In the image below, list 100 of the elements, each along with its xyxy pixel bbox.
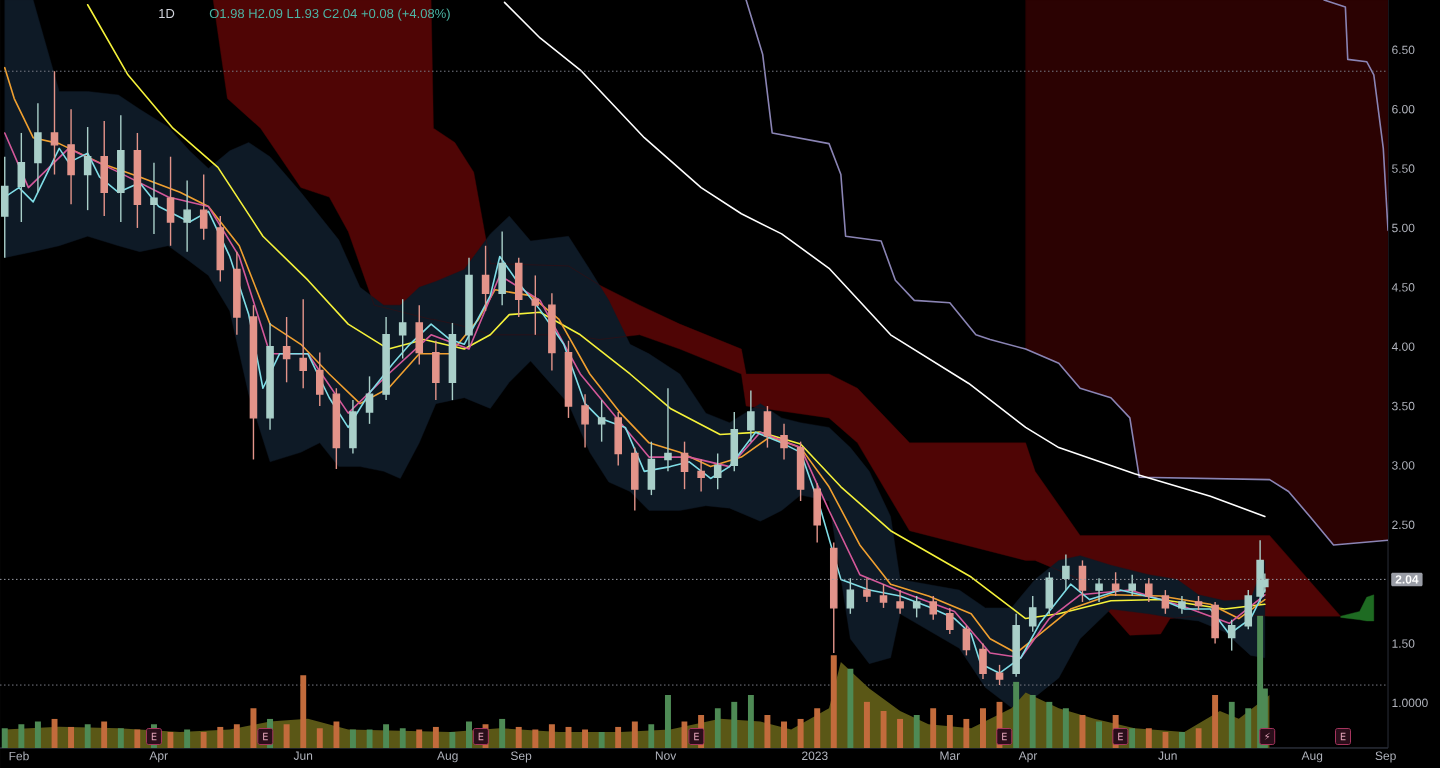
candlestick	[150, 161, 158, 235]
bar	[1195, 728, 1202, 748]
x-tick-label: Apr	[1018, 751, 1038, 763]
candlestick	[780, 423, 788, 461]
bar	[781, 721, 788, 748]
bar	[863, 701, 870, 748]
bar	[217, 726, 224, 748]
line-series	[86, 3, 1266, 620]
bar	[101, 721, 108, 748]
annotation: E	[1002, 732, 1007, 741]
y-tick-label: 5.50	[1392, 164, 1415, 173]
y-tick-label: 6.50	[1392, 45, 1415, 55]
candlestick	[83, 126, 92, 211]
candlestick	[166, 156, 175, 247]
candlestick	[432, 340, 440, 401]
candlestick	[34, 102, 42, 194]
bar	[913, 714, 920, 748]
x-tick-label: Aug	[437, 751, 458, 763]
text: O1.98 H2.09 L1.93 C2.04 +0.08 (+4.08%)	[209, 8, 450, 21]
line-series	[745, 0, 1389, 546]
bar	[34, 721, 41, 748]
bar	[797, 718, 804, 748]
bar	[449, 732, 456, 748]
candlestick	[117, 114, 125, 223]
bar	[714, 708, 721, 748]
x-tick-label: Feb	[9, 751, 29, 761]
bar	[731, 701, 738, 748]
bar	[1245, 708, 1252, 748]
candlestick	[67, 108, 75, 205]
bar	[117, 728, 124, 748]
text: 1D	[159, 9, 175, 18]
annotation: ⚡	[1264, 732, 1270, 741]
y-tick-label: 4.00	[1391, 342, 1415, 351]
annotation: E	[263, 732, 268, 741]
bar	[184, 729, 191, 748]
candlestick	[17, 132, 26, 223]
candlestick	[946, 607, 954, 635]
annotation: E	[478, 732, 484, 741]
candlestick	[1178, 595, 1186, 615]
candlestick	[697, 458, 705, 493]
candlestick	[50, 70, 59, 176]
bar	[432, 726, 439, 748]
bar	[598, 732, 605, 748]
candlestick	[1012, 613, 1020, 678]
y-tick-label: 1.50	[1392, 639, 1415, 648]
bar	[648, 724, 655, 748]
bar	[764, 714, 771, 748]
candlestick	[664, 387, 672, 473]
annotation: E	[1340, 732, 1346, 741]
bar	[548, 724, 555, 748]
candlestick	[863, 577, 871, 603]
x-tick-label: Sep	[1375, 751, 1396, 763]
bar	[68, 726, 75, 748]
candlestick	[747, 389, 755, 443]
candlestick	[382, 316, 390, 401]
bar	[1046, 701, 1053, 748]
bar	[582, 729, 589, 748]
bar	[366, 729, 373, 748]
bar	[283, 724, 290, 748]
candlestick	[1095, 577, 1103, 603]
candlestick	[813, 482, 821, 544]
candlestick	[1062, 553, 1070, 591]
bar	[946, 714, 953, 748]
bar	[1096, 721, 1103, 748]
candlestick	[531, 274, 540, 336]
candlestick	[979, 642, 987, 680]
ref-line-label: 2.04	[1395, 575, 1419, 584]
bar	[897, 718, 904, 748]
bar	[930, 708, 937, 748]
bar	[499, 718, 506, 748]
bar	[979, 708, 986, 748]
bar	[84, 724, 91, 748]
bar	[1, 728, 8, 748]
bar	[250, 708, 257, 748]
candlestick	[266, 322, 274, 431]
y-tick-label: 2.50	[1392, 520, 1415, 530]
annotation: E	[151, 732, 157, 741]
y-tick-label: 6.00	[1392, 104, 1415, 114]
candlestick	[465, 256, 473, 348]
bar	[349, 729, 356, 748]
bar	[1013, 681, 1020, 748]
y-tick-label: 3.50	[1392, 401, 1415, 411]
x-tick-label: Aug	[1301, 751, 1323, 763]
annotation: E	[694, 732, 699, 741]
bar	[631, 721, 638, 748]
line-series	[1323, 0, 1389, 232]
y-tick-label: 3.00	[1392, 461, 1415, 470]
candlestick	[0, 156, 9, 259]
y-tick-label: 4.50	[1391, 283, 1415, 292]
annotation: E	[1118, 732, 1123, 741]
candlestick	[349, 399, 357, 455]
candlestick	[1211, 601, 1219, 645]
x-tick-label: Jun	[1158, 751, 1177, 760]
x-tick-label: Apr	[149, 751, 168, 763]
bar	[416, 729, 423, 748]
bar	[880, 710, 887, 748]
bar	[1228, 701, 1235, 748]
x-tick-label: Jun	[293, 751, 313, 760]
candlestick	[100, 120, 109, 217]
candlestick	[282, 316, 291, 383]
